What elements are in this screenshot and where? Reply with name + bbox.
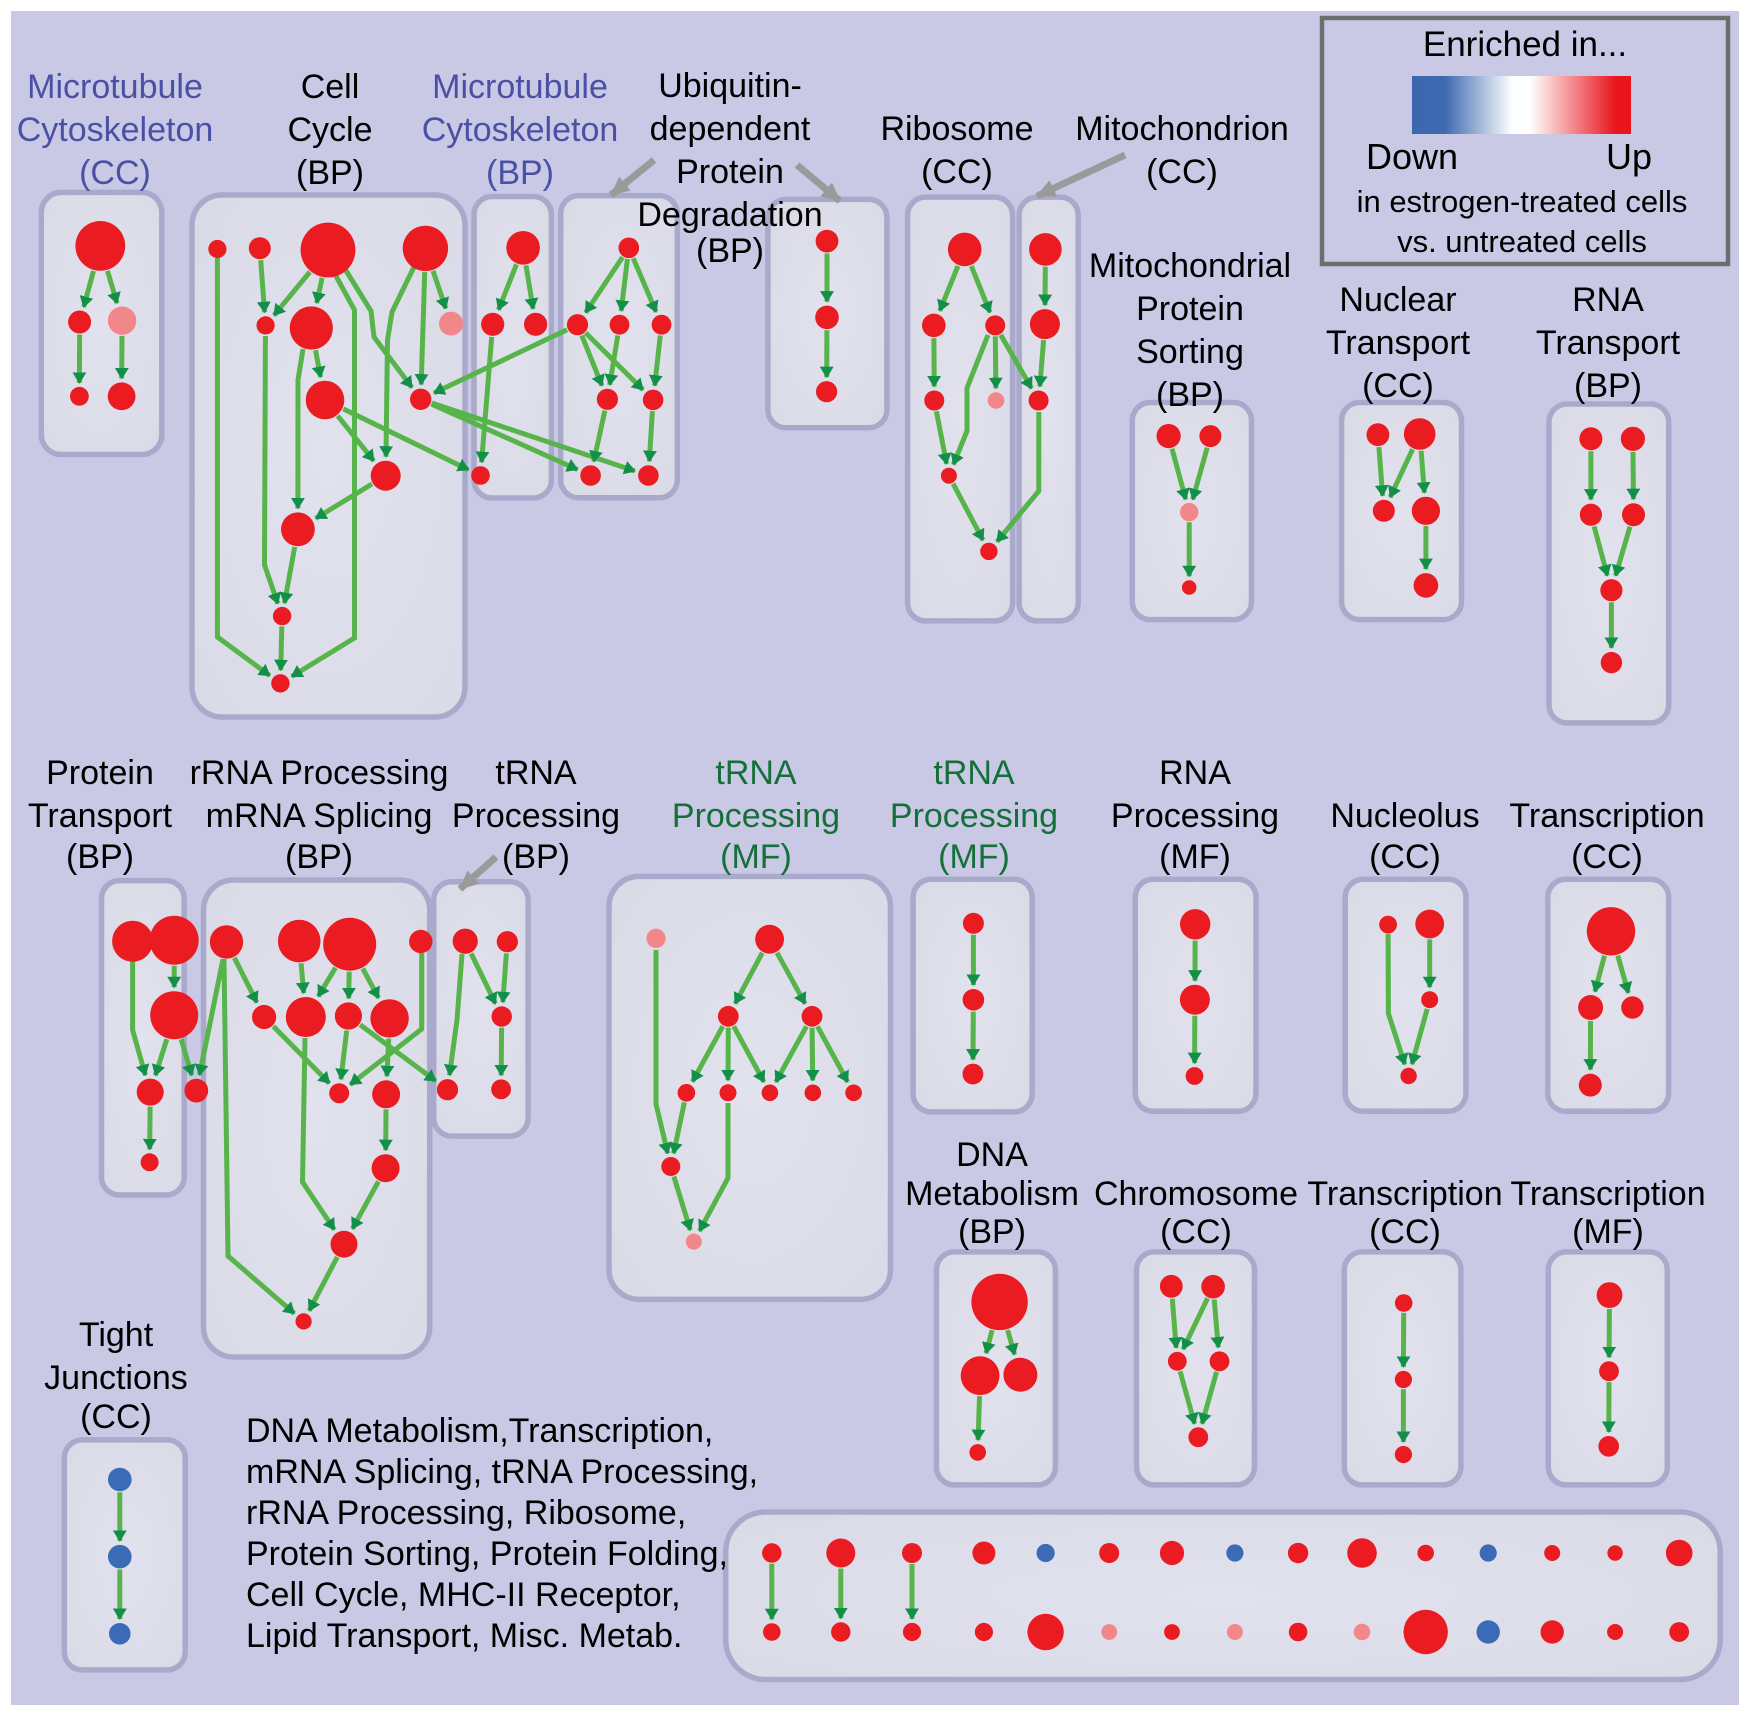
svg-text:Lipid Transport, Misc. Metab.: Lipid Transport, Misc. Metab. [246,1617,683,1655]
svg-text:(BP): (BP) [958,1213,1026,1251]
svg-text:Transport: Transport [28,797,173,835]
svg-text:Cytoskeleton: Cytoskeleton [422,111,619,149]
svg-text:Metabolism: Metabolism [905,1175,1079,1213]
svg-text:(CC): (CC) [1160,1213,1232,1251]
svg-text:Nucleolus: Nucleolus [1330,797,1479,835]
svg-text:Transport: Transport [1536,324,1681,362]
svg-text:(BP): (BP) [285,838,353,876]
svg-text:Ribosome: Ribosome [880,110,1033,148]
svg-text:tRNA: tRNA [495,754,577,792]
svg-text:Cytoskeleton: Cytoskeleton [17,111,214,149]
svg-text:(BP): (BP) [1156,376,1224,414]
svg-text:Protein: Protein [676,153,784,191]
svg-text:Processing: Processing [672,797,840,835]
svg-text:Protein Sorting, Protein Foldi: Protein Sorting, Protein Folding, [246,1535,728,1573]
svg-text:tRNA: tRNA [933,754,1015,792]
svg-text:Protein: Protein [46,754,154,792]
svg-text:Processing: Processing [890,797,1058,835]
svg-text:Microtubule: Microtubule [432,68,608,106]
svg-text:Mitochondrial: Mitochondrial [1089,247,1291,285]
svg-text:mRNA Splicing: mRNA Splicing [206,797,433,835]
svg-text:dependent: dependent [650,110,811,148]
svg-text:Transcription: Transcription [1307,1175,1502,1213]
svg-text:in estrogen-treated cells: in estrogen-treated cells [1357,184,1688,219]
svg-text:vs. untreated cells: vs. untreated cells [1397,224,1647,259]
svg-text:Ubiquitin-: Ubiquitin- [658,67,802,105]
svg-text:(CC): (CC) [1362,367,1434,405]
svg-text:Transcription: Transcription [1510,1175,1705,1213]
svg-text:Chromosome: Chromosome [1094,1175,1298,1213]
svg-text:(MF): (MF) [1159,838,1231,876]
svg-text:tRNA: tRNA [715,754,797,792]
svg-text:Transport: Transport [1326,324,1471,362]
svg-text:(BP): (BP) [1574,367,1642,405]
svg-text:Nuclear: Nuclear [1339,281,1456,319]
svg-text:mRNA Splicing, tRNA Processing: mRNA Splicing, tRNA Processing, [246,1453,758,1491]
svg-text:(CC): (CC) [1146,153,1218,191]
svg-text:rRNA Processing: rRNA Processing [190,754,449,792]
svg-text:Tight: Tight [79,1316,154,1354]
svg-text:(BP): (BP) [696,232,764,270]
svg-text:Down: Down [1366,136,1458,177]
svg-text:Transcription: Transcription [1509,797,1704,835]
svg-text:DNA: DNA [956,1136,1028,1174]
svg-text:Microtubule: Microtubule [27,68,203,106]
svg-text:(BP): (BP) [296,154,364,192]
svg-text:Cycle: Cycle [287,111,372,149]
svg-text:(CC): (CC) [1571,838,1643,876]
svg-text:Mitochondrion: Mitochondrion [1075,110,1289,148]
svg-text:Processing: Processing [1111,797,1279,835]
svg-text:(BP): (BP) [486,154,554,192]
svg-text:DNA Metabolism,Transcription,: DNA Metabolism,Transcription, [246,1412,713,1450]
svg-text:(MF): (MF) [720,838,792,876]
svg-text:rRNA Processing, Ribosome,: rRNA Processing, Ribosome, [246,1494,686,1532]
svg-text:Cell: Cell [301,68,360,106]
svg-text:(BP): (BP) [502,838,570,876]
svg-text:Up: Up [1606,136,1652,177]
svg-text:Enriched in...: Enriched in... [1423,25,1627,64]
svg-text:Junctions: Junctions [44,1359,188,1397]
svg-text:Cell Cycle, MHC-II Receptor,: Cell Cycle, MHC-II Receptor, [246,1576,681,1614]
svg-text:Sorting: Sorting [1136,333,1244,371]
svg-text:RNA: RNA [1572,281,1644,319]
svg-text:(CC): (CC) [921,153,993,191]
svg-text:(MF): (MF) [1572,1213,1644,1251]
svg-text:RNA: RNA [1159,754,1231,792]
svg-text:(CC): (CC) [79,154,151,192]
svg-text:(BP): (BP) [66,838,134,876]
svg-text:(CC): (CC) [1369,838,1441,876]
svg-text:Protein: Protein [1136,290,1244,328]
svg-text:(CC): (CC) [1369,1213,1441,1251]
svg-text:(MF): (MF) [938,838,1010,876]
svg-text:(CC): (CC) [80,1398,152,1436]
svg-text:Processing: Processing [452,797,620,835]
svg-text:Degradation: Degradation [637,196,822,234]
